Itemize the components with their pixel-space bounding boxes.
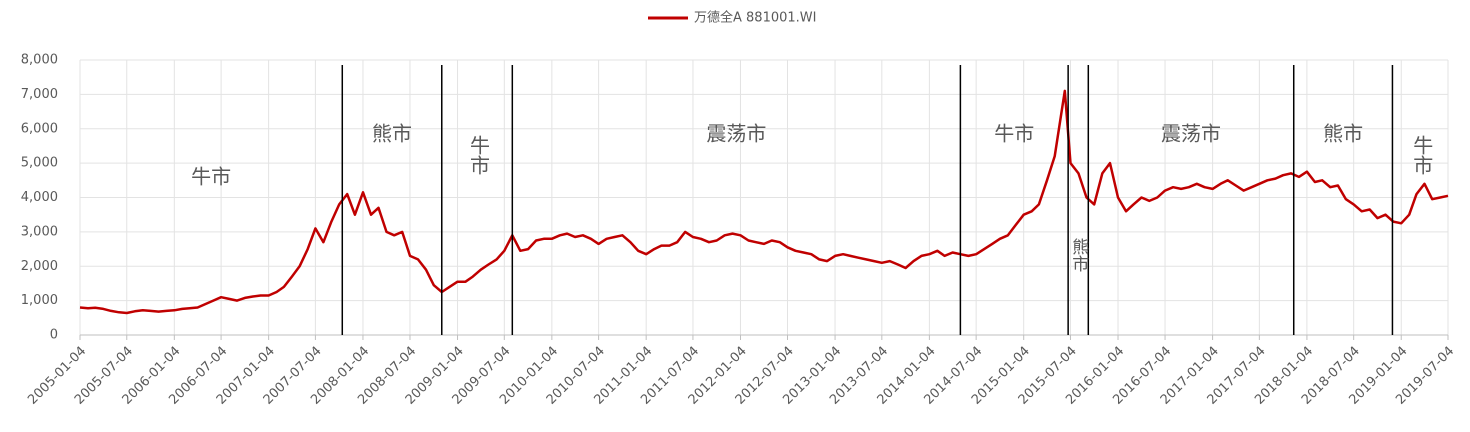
y-tick-label: 4,000 bbox=[21, 190, 58, 205]
y-tick-label: 5,000 bbox=[21, 156, 58, 171]
y-tick-label: 3,000 bbox=[21, 224, 58, 239]
series-line bbox=[79, 89, 1449, 315]
legend-label: 万德全A 881001.WI bbox=[694, 10, 816, 26]
annotation: 熊市 bbox=[1068, 238, 1089, 272]
y-tick-label: 2,000 bbox=[21, 259, 58, 274]
y-tick-label: 8,000 bbox=[21, 53, 58, 68]
annotation: 牛市 bbox=[191, 165, 231, 189]
annotation: 牛市 bbox=[467, 135, 491, 175]
y-tick-label: 7,000 bbox=[21, 87, 58, 102]
y-tick-label: 6,000 bbox=[21, 121, 58, 136]
annotation: 牛市 bbox=[994, 122, 1034, 146]
annotation: 熊市 bbox=[372, 122, 412, 146]
annotation: 熊市 bbox=[1323, 122, 1363, 146]
y-tick-label: 1,000 bbox=[21, 293, 58, 308]
annotation: 牛市 bbox=[1410, 135, 1434, 175]
annotation: 震荡市 bbox=[1161, 122, 1221, 146]
annotation: 震荡市 bbox=[706, 122, 766, 146]
y-tick-label: 0 bbox=[50, 328, 58, 343]
